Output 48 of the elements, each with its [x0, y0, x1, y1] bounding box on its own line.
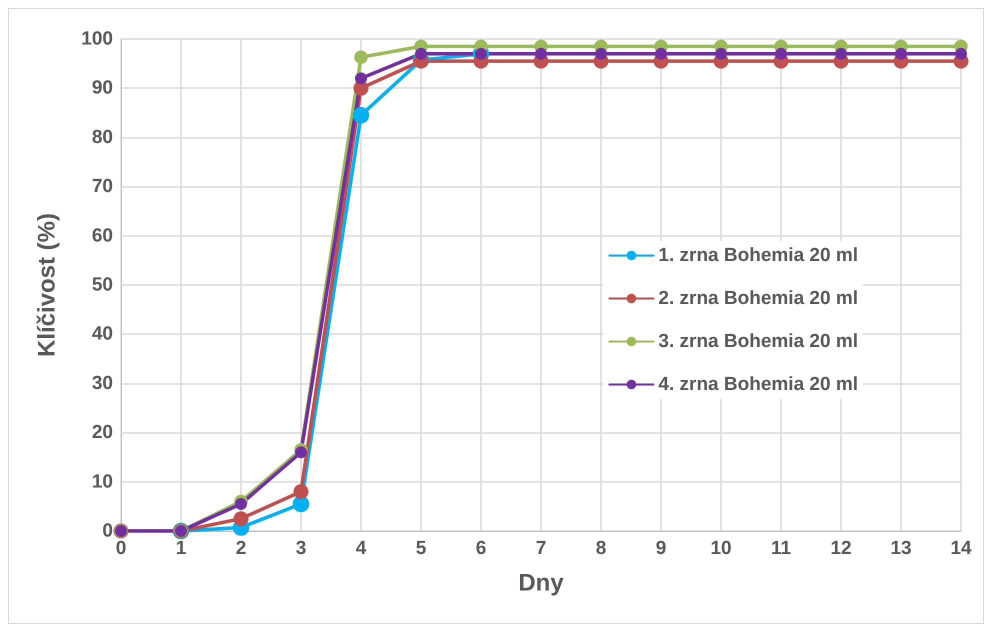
x-tick-label: 8 [596, 538, 606, 559]
x-axis-title: Dny [518, 570, 564, 596]
point [294, 484, 308, 500]
point [895, 48, 907, 60]
point [655, 48, 667, 60]
x-tick-label: 5 [416, 538, 427, 559]
legend-label: 4. zrna Bohemia 20 ml [658, 374, 858, 395]
point [354, 50, 368, 64]
legend-label: 2. zrna Bohemia 20 ml [658, 288, 858, 309]
point [595, 48, 607, 60]
x-tick-label: 13 [890, 538, 912, 559]
y-tick-label: 80 [92, 126, 113, 148]
point [415, 48, 427, 60]
point [234, 511, 248, 526]
y-axis-title: Klíčivost (%) [34, 212, 60, 358]
point [355, 72, 367, 84]
y-tick-label: 20 [92, 422, 113, 444]
point [535, 48, 547, 60]
y-tick-label: 70 [92, 176, 113, 198]
y-tick-label: 10 [92, 471, 113, 492]
x-tick-label: 14 [950, 538, 972, 559]
legend-label: 1. zrna Bohemia 20 ml [658, 245, 858, 266]
y-tick-label: 100 [81, 28, 113, 50]
y-tick-label: 0 [102, 520, 113, 542]
x-tick-label: 3 [296, 538, 306, 559]
x-tick-label: 11 [770, 538, 792, 559]
point [235, 498, 247, 510]
point [775, 48, 787, 60]
point [955, 48, 967, 60]
x-tick-label: 12 [830, 538, 852, 559]
x-tick-label: 10 [710, 538, 732, 559]
point [835, 48, 847, 60]
point [352, 107, 370, 124]
y-tick-label: 90 [92, 78, 113, 99]
legend-label: 3. zrna Bohemia 20 ml [658, 331, 858, 352]
x-tick-label: 9 [656, 538, 666, 559]
x-tick-label: 2 [236, 538, 246, 559]
y-tick-label: 60 [92, 225, 113, 246]
x-tick-label: 4 [356, 538, 367, 559]
x-tick-label: 6 [476, 538, 486, 559]
y-tick-label: 50 [92, 274, 113, 296]
point [295, 446, 307, 458]
y-tick-label: 40 [92, 324, 113, 345]
x-tick-label: 7 [536, 538, 546, 559]
x-tick-label: 1 [176, 538, 187, 559]
point [715, 48, 727, 60]
y-tick-label: 30 [92, 372, 113, 394]
x-tick-label: 0 [116, 538, 126, 559]
